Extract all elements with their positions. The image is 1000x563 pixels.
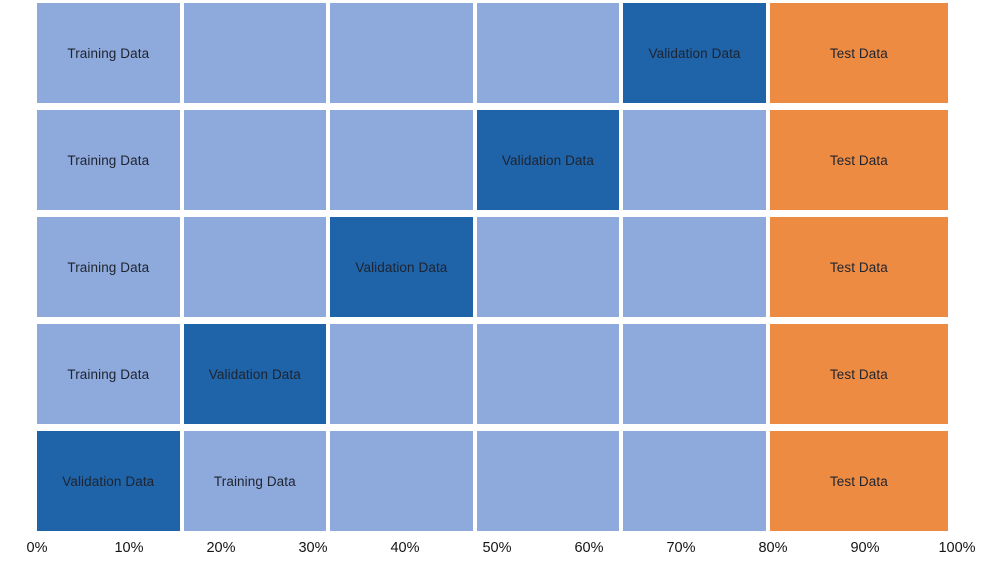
training-label: Training Data [67, 259, 150, 275]
training-cell [623, 110, 766, 210]
axis-tick-80pct: 80% [758, 540, 788, 556]
test-label: Test Data [829, 259, 888, 275]
training-cell [623, 431, 766, 531]
training-cell [183, 110, 327, 210]
validation-label: Validation Data [648, 45, 741, 61]
training-cell [330, 431, 473, 531]
test-label: Test Data [829, 366, 888, 382]
axis-tick-90pct: 90% [850, 540, 880, 556]
validation-cell: Validation Data [476, 110, 620, 210]
training-cell [476, 3, 620, 103]
test-label: Test Data [829, 152, 888, 168]
axis-tick-40pct: 40% [390, 540, 420, 556]
validation-label: Validation Data [355, 259, 448, 275]
validation-label: Validation Data [62, 473, 155, 489]
test-cell: Test Data [769, 110, 948, 210]
cv-row-3: Training Data Validation Data Test Data [37, 217, 948, 317]
training-cell: Training Data [37, 217, 180, 317]
training-label: Training Data [67, 152, 150, 168]
training-cell [476, 431, 620, 531]
training-cell [330, 110, 473, 210]
axis-tick-30pct: 30% [298, 540, 328, 556]
test-cell: Test Data [769, 217, 948, 317]
cv-row-2: Training Data Validation Data Test Data [37, 110, 948, 210]
training-cell: Training Data [37, 324, 180, 424]
validation-cell: Validation Data [330, 217, 473, 317]
training-cell [623, 217, 766, 317]
validation-cell: Validation Data [183, 324, 327, 424]
test-label: Test Data [829, 45, 888, 61]
training-cell [476, 217, 620, 317]
validation-cell: Validation Data [623, 3, 766, 103]
training-cell [623, 324, 766, 424]
validation-label: Validation Data [208, 366, 301, 382]
test-cell: Test Data [769, 3, 948, 103]
validation-label: Validation Data [501, 152, 594, 168]
test-cell: Test Data [769, 431, 948, 531]
validation-cell: Validation Data [37, 431, 180, 531]
training-cell: Training Data [37, 3, 180, 103]
training-cell: Training Data [183, 431, 327, 531]
test-label: Test Data [829, 473, 888, 489]
axis-tick-0pct: 0% [26, 540, 48, 556]
training-cell [476, 324, 620, 424]
axis-tick-50pct: 50% [482, 540, 512, 556]
axis-tick-20pct: 20% [206, 540, 236, 556]
cv-row-1: Training Data Validation Data Test Data [37, 3, 948, 103]
cv-row-5: Validation Data Training Data Test Data [37, 431, 948, 531]
training-cell [183, 3, 327, 103]
axis-tick-10pct: 10% [114, 540, 144, 556]
training-label: Training Data [67, 45, 150, 61]
axis-tick-100pct: 100% [938, 540, 976, 556]
training-cell: Training Data [37, 110, 180, 210]
training-label: Training Data [213, 473, 296, 489]
cv-grid: Training Data Validation Data Test Data Tra… [37, 3, 948, 538]
axis-tick-70pct: 70% [666, 540, 696, 556]
training-label: Training Data [67, 366, 150, 382]
training-cell [330, 324, 473, 424]
training-cell [183, 217, 327, 317]
axis-tick-60pct: 60% [574, 540, 604, 556]
training-cell [330, 3, 473, 103]
percent-axis: 0% 10% 20% 30% 40% 50% 60% 70% 80% 90% 100% [27, 540, 976, 560]
cv-row-4: Training Data Validation Data Test Data [37, 324, 948, 424]
test-cell: Test Data [769, 324, 948, 424]
